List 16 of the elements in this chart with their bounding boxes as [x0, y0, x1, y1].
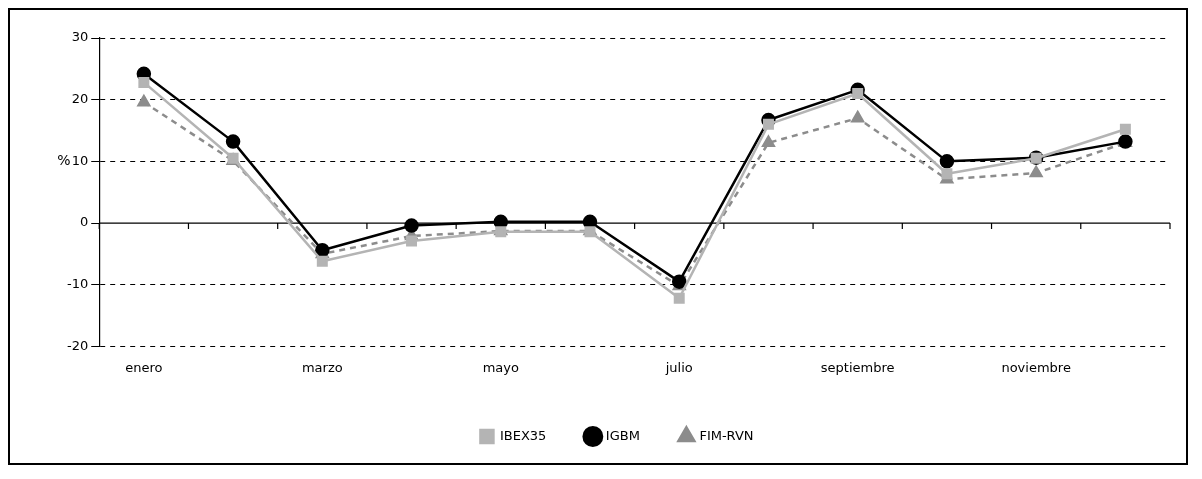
y-tick-label: -20	[67, 337, 89, 353]
y-tick-label: 10	[71, 152, 89, 168]
legend-label: IBEX35	[499, 427, 547, 443]
x-tick-label: mayo	[482, 359, 519, 375]
x-tick-label: noviembre	[1001, 359, 1071, 375]
x-tick-label: marzo	[301, 359, 343, 375]
y-tick-label: 0	[79, 214, 89, 230]
legend-label: FIM-RVN	[699, 427, 754, 443]
x-tick-label: enero	[125, 359, 163, 375]
y-axis-title: %	[57, 152, 71, 168]
x-tick-label: septiembre	[820, 359, 895, 375]
y-tick-label: 20	[71, 91, 89, 107]
y-tick-label: 30	[71, 29, 89, 45]
x-tick-label: julio	[664, 359, 693, 375]
legend-label: IGBM	[605, 427, 640, 443]
y-tick-label: -10	[67, 276, 89, 292]
